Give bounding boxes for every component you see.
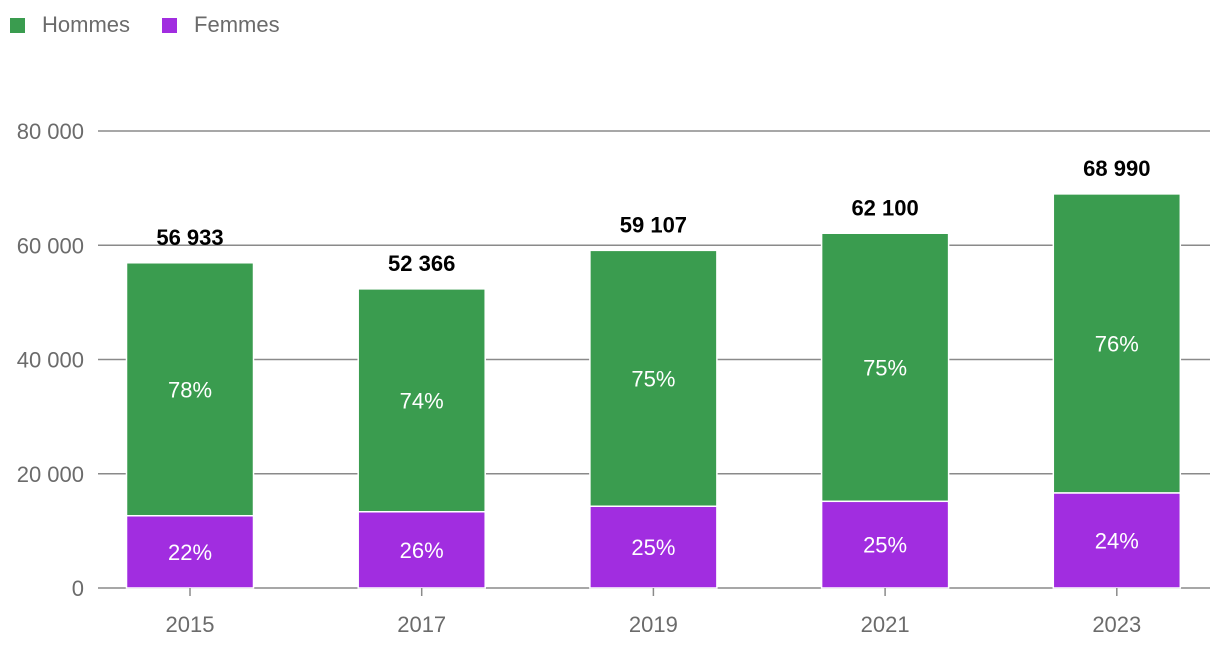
bar-total-label: 68 990 <box>1083 156 1150 181</box>
bar-total-label: 56 933 <box>156 225 223 250</box>
legend-swatch-hommes <box>10 17 25 33</box>
legend-item-hommes[interactable]: Hommes <box>10 12 130 38</box>
x-tick-label: 2023 <box>1092 612 1141 637</box>
bar-percent-label: 75% <box>863 355 907 380</box>
bar-total-label: 59 107 <box>620 212 687 237</box>
bar-percent-label: 74% <box>400 388 444 413</box>
bar-percent-label: 76% <box>1095 331 1139 356</box>
y-tick-label: 80 000 <box>17 119 84 144</box>
legend: Hommes Femmes <box>10 12 312 38</box>
bar-segment-hommes <box>125 262 255 517</box>
x-tick-label: 2021 <box>861 612 910 637</box>
bar-segment-femmes <box>125 514 255 589</box>
legend-item-femmes[interactable]: Femmes <box>162 12 280 38</box>
bar-segment-hommes <box>1052 193 1182 494</box>
bar-segment-hommes <box>357 288 486 513</box>
legend-label-femmes: Femmes <box>194 12 280 37</box>
bar-percent-label: 75% <box>631 366 675 391</box>
bar-segment-hommes <box>589 249 718 508</box>
bar-percent-label: 24% <box>1095 528 1139 553</box>
x-tick-label: 2017 <box>397 612 446 637</box>
y-tick-label: 60 000 <box>17 233 84 258</box>
bar-total-label: 62 100 <box>851 195 918 220</box>
bar-segment-femmes <box>820 500 950 589</box>
legend-label-hommes: Hommes <box>42 12 131 37</box>
x-tick-label: 2015 <box>166 612 215 637</box>
x-tick-label: 2019 <box>629 612 678 637</box>
y-tick-label: 40 000 <box>17 348 84 373</box>
y-tick-label: 0 <box>72 576 84 601</box>
bar-percent-label: 25% <box>863 533 907 558</box>
y-tick-label: 20 000 <box>17 462 84 487</box>
bar-percent-label: 25% <box>631 535 675 560</box>
bar-segment-femmes <box>1052 492 1182 589</box>
bar-total-label: 52 366 <box>388 251 455 276</box>
bar-segment-hommes <box>820 232 950 503</box>
bar-percent-label: 26% <box>400 538 444 563</box>
bar-percent-label: 22% <box>168 540 212 565</box>
bar-percent-label: 78% <box>168 377 212 402</box>
legend-swatch-femmes <box>162 17 178 33</box>
bar-segment-femmes <box>357 510 486 589</box>
